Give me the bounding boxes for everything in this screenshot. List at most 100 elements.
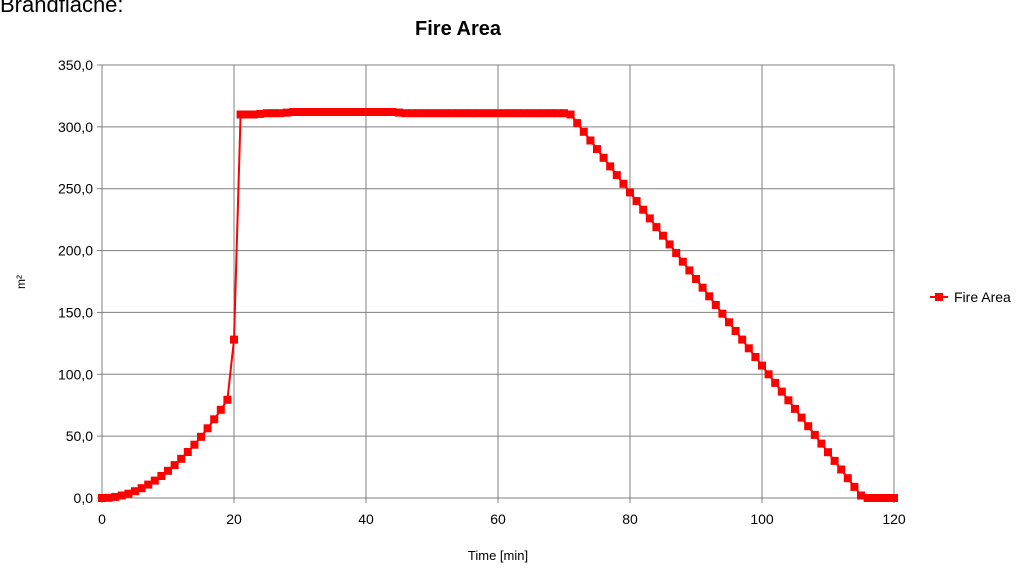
data-point [269, 109, 278, 118]
data-point [494, 109, 502, 118]
data-point [784, 396, 793, 405]
data-point [771, 378, 780, 387]
x-axis-label: Time [min] [468, 548, 528, 563]
data-point [540, 109, 549, 118]
data-point [117, 491, 126, 500]
data-point [170, 461, 179, 470]
data-point [474, 109, 483, 118]
data-point [672, 249, 681, 257]
data-point [104, 493, 113, 502]
data-point [395, 108, 403, 117]
x-tick-label: 100 [750, 511, 774, 527]
data-point [190, 440, 199, 449]
y-tick-label: 250,0 [58, 181, 93, 197]
data-point [520, 109, 529, 118]
data-point [764, 370, 773, 379]
data-point [296, 108, 304, 116]
data-point [124, 489, 133, 498]
data-point [619, 179, 628, 188]
data-point [573, 119, 582, 128]
data-point [302, 108, 311, 116]
data-point [579, 127, 588, 136]
data-point [157, 472, 166, 480]
x-tick-label: 40 [358, 511, 374, 527]
data-point [659, 231, 667, 240]
data-point [177, 454, 186, 463]
data-point [725, 318, 733, 327]
data-point [500, 109, 509, 118]
y-tick-label: 100,0 [58, 366, 93, 382]
y-tick-label: 300,0 [58, 119, 93, 135]
data-point [428, 109, 436, 118]
data-point [362, 108, 370, 116]
data-point [685, 266, 694, 275]
y-tick-label: 200,0 [58, 243, 93, 259]
data-point [309, 108, 318, 116]
grid-lines [101, 64, 895, 499]
data-point [144, 480, 153, 489]
data-point [388, 108, 397, 116]
data-point [744, 344, 753, 353]
data-point [804, 422, 813, 431]
y-tick-label: 0,0 [74, 490, 94, 506]
legend-marker [935, 293, 943, 301]
data-point [593, 145, 601, 154]
data-point [216, 405, 225, 414]
data-point [98, 494, 106, 502]
data-point [322, 108, 331, 116]
data-point [824, 448, 832, 457]
legend: Fire Area [930, 289, 1011, 305]
y-tick-label: 50,0 [66, 428, 93, 444]
data-point [527, 109, 535, 118]
data-point [698, 283, 707, 292]
data-point [843, 474, 852, 483]
data-point [315, 108, 324, 116]
data-point [507, 109, 516, 118]
data-point [857, 491, 865, 500]
x-tick-label: 120 [882, 511, 906, 527]
data-point [606, 162, 615, 171]
data-point [731, 327, 740, 335]
data-point [626, 188, 634, 197]
y-axis-label: m² [14, 275, 28, 289]
data-point [758, 361, 766, 370]
x-tick-label: 80 [622, 511, 638, 527]
data-point [375, 108, 384, 116]
data-point [599, 153, 608, 162]
data-point [487, 109, 496, 118]
data-point [342, 108, 351, 116]
data-point [368, 108, 377, 116]
data-point [355, 108, 364, 116]
data-point [223, 395, 232, 404]
data-point [441, 109, 450, 118]
data-point [639, 205, 648, 214]
data-point [870, 494, 879, 502]
data-point [850, 482, 859, 491]
data-point [830, 456, 839, 465]
data-point [586, 136, 595, 145]
data-point [692, 275, 700, 283]
data-point [256, 109, 265, 118]
x-tick-label: 20 [226, 511, 242, 527]
data-point [652, 223, 661, 232]
data-point [513, 109, 522, 118]
data-point [751, 353, 760, 361]
data-point [546, 109, 555, 118]
data-point [738, 335, 747, 344]
data-point [883, 494, 892, 502]
data-point [210, 415, 219, 424]
data-point [381, 108, 390, 116]
header-text: Brandfläche: [0, 0, 124, 17]
x-tick-label: 60 [490, 511, 506, 527]
data-point [810, 430, 819, 439]
data-point [164, 466, 172, 475]
x-tick-label: 0 [98, 511, 106, 527]
data-point [454, 109, 463, 118]
data-point [236, 110, 245, 119]
x-axis: 0 20 40 60 80 100 120 [98, 498, 906, 527]
data-point [665, 240, 674, 249]
data-point [348, 108, 357, 116]
data-point [612, 171, 621, 180]
data-point [243, 110, 252, 119]
